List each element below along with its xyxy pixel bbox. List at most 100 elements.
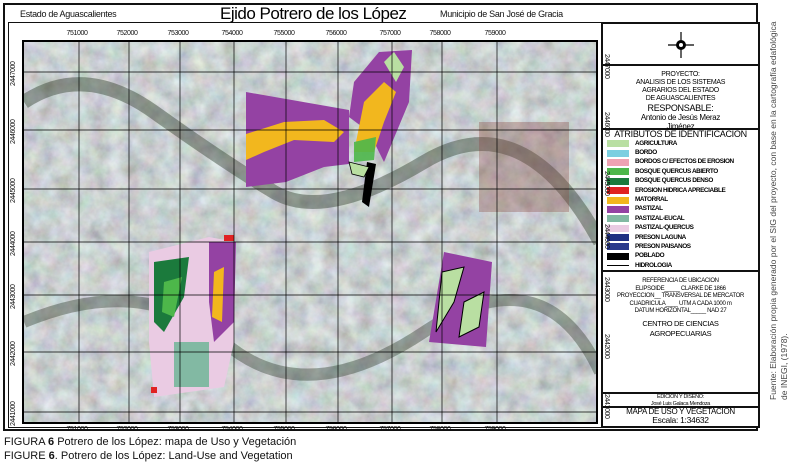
x-tick-label-top: 756000 xyxy=(325,30,347,37)
legend-item: BOSQUE QUERCUS ABIERTO xyxy=(603,167,758,176)
agricultural-field xyxy=(479,122,569,212)
x-tick-label-bottom: 755000 xyxy=(273,426,295,433)
legend-label: BOSQUE QUERCUS ABIERTO xyxy=(635,167,718,175)
project-line: AGRARIOS DEL ESTADO xyxy=(642,87,719,94)
y-tick-label-left: 2446000 xyxy=(10,119,17,144)
legend-label: AGRICULTURA xyxy=(635,139,677,147)
legend-swatch xyxy=(607,243,629,251)
legend-item: EROSION HIDRICA APRECIABLE xyxy=(603,186,758,195)
project-line: ANALISIS DE LOS SISTEMAS xyxy=(635,79,726,86)
map-title: Ejido Potrero de los López xyxy=(220,4,407,23)
source-line: Fuente: Elaboración propia generado por … xyxy=(768,21,778,401)
y-tick-label-left: 2444000 xyxy=(10,231,17,256)
zone-poblado xyxy=(362,162,376,207)
compass-section xyxy=(603,24,758,66)
legend-item: AGRICULTURA xyxy=(603,139,758,148)
y-tick-label-right: 2447000 xyxy=(603,54,610,79)
x-tick-label-bottom: 757000 xyxy=(379,426,401,433)
project-section: PROYECTO: ANALISIS DE LOS SISTEMAS AGRAR… xyxy=(603,66,758,131)
x-tick-label-bottom: 754000 xyxy=(221,426,243,433)
map-type-title: MAPA DE USO Y VEGETACION xyxy=(626,407,735,416)
responsible-label: RESPONSABLE: xyxy=(647,103,714,113)
y-tick-label-right: 2445000 xyxy=(603,171,610,196)
legend-swatch xyxy=(607,205,629,213)
legend-title: ATRIBUTOS DE IDENTIFICACION xyxy=(614,129,747,139)
x-tick-label-bottom: 753000 xyxy=(167,426,189,433)
zone-bosque-abierto xyxy=(162,277,182,317)
y-tick-label-right: 2441000 xyxy=(603,394,610,419)
legend-swatch xyxy=(607,234,629,242)
edition-label: EDICION Y DISEÑO: xyxy=(657,394,704,400)
caption-number: 6 xyxy=(48,436,55,448)
zone-agricultura xyxy=(384,52,404,82)
x-tick-label-bottom: 756000 xyxy=(325,426,347,433)
reference-section: REFERENCIA DE UBICACION ELIPSOIDE_____ C… xyxy=(603,272,758,394)
legend-label: BOSQUE QUERCUS DENSO xyxy=(635,177,713,185)
legend-item: BORDOS C/ EFECTOS DE EROSION xyxy=(603,158,758,167)
satellite-texture xyxy=(24,42,596,422)
edition-name: José Luis Galaca Mendoza xyxy=(650,400,711,407)
legend-item: BORDO xyxy=(603,148,758,157)
legend-label: BORDOS C/ EFECTOS DE EROSION xyxy=(635,158,734,166)
caption-prefix: FIGURE xyxy=(4,450,46,462)
legend-swatch xyxy=(607,224,629,232)
source-line: de INEGI, (1978). xyxy=(779,333,789,400)
zone-matorral xyxy=(354,82,396,152)
legend-item-hydrology: HIDROLOGIA xyxy=(603,261,758,270)
terrain-ridge xyxy=(24,77,596,246)
y-tick-label-left: 2445000 xyxy=(10,178,17,203)
zone-bosque-abierto xyxy=(354,137,376,162)
legend-item: POBLADO xyxy=(603,252,758,261)
caption-english: FIGURE 6. Potrero de los López: Land-Use… xyxy=(4,450,293,462)
map-svg xyxy=(24,42,596,422)
zone-erosion xyxy=(224,235,234,241)
state-label: Estado de Aguascalientes xyxy=(20,9,117,19)
caption-text: . Potrero de los López: Land-Use and Veg… xyxy=(54,450,293,462)
y-tick-label-right: 2446000 xyxy=(603,112,610,137)
reference-grid: CUADRICULA____ UTM A CADA 1000 m xyxy=(629,300,732,307)
compass-rose-icon xyxy=(667,32,694,58)
map-image[interactable] xyxy=(22,40,598,424)
y-tick-label-right: 2443000 xyxy=(603,277,610,302)
legend-label: PASTIZAL-EUCAL xyxy=(635,214,685,222)
legend-swatch xyxy=(607,140,629,148)
legend-label: PASTIZAL-QUERCUS xyxy=(635,224,694,232)
x-tick-label-bottom: 759000 xyxy=(484,426,506,433)
legend-label: BORDO xyxy=(635,149,657,157)
legend-swatch xyxy=(607,215,629,223)
zone-erosion xyxy=(151,387,157,393)
terrain-ridge xyxy=(24,294,596,381)
reference-title: REFERENCIA DE UBICACION xyxy=(642,278,719,284)
edition-section: EDICION Y DISEÑO: José Luis Galaca Mendo… xyxy=(603,394,758,408)
legend-label: PRESON LAGUNA xyxy=(635,233,686,241)
caption-spanish: FIGURA 6 Potrero de los López: mapa de U… xyxy=(4,436,296,448)
x-tick-label-top: 758000 xyxy=(429,30,451,37)
zone-pastizal-eucal xyxy=(174,342,209,387)
x-tick-label-bottom: 752000 xyxy=(116,426,138,433)
y-tick-label-left: 2443000 xyxy=(10,284,17,309)
hydrology-line-swatch xyxy=(607,265,629,267)
source-note: Fuente: Elaboración propia generado por … xyxy=(768,0,790,401)
legend-item: BOSQUE QUERCUS DENSO xyxy=(603,177,758,186)
legend-swatch xyxy=(607,149,629,157)
legend-item: PASTIZAL xyxy=(603,205,758,214)
caption-number: 6 xyxy=(48,450,55,462)
legend-label: HIDROLOGIA xyxy=(635,261,672,269)
x-tick-label-bottom: 751000 xyxy=(66,426,88,433)
y-tick-label-right: 2444000 xyxy=(603,224,610,249)
legend-list: AGRICULTURA BORDO BORDOS C/ EFECTOS DE ERO… xyxy=(603,139,758,261)
y-tick-label-left: 2447000 xyxy=(10,61,17,86)
center-name: CENTRO DE CIENCIAS xyxy=(642,318,719,328)
map-scale: Escala: 1:34632 xyxy=(652,415,709,425)
legend-item: PASTIZAL-QUERCUS xyxy=(603,224,758,233)
y-tick-label-left: 2441000 xyxy=(10,401,17,426)
center-name: AGROPECUARIAS xyxy=(649,328,712,338)
x-tick-label-bottom: 758000 xyxy=(429,426,451,433)
legend-swatch xyxy=(607,252,629,260)
legend-item: PRESON LAGUNA xyxy=(603,233,758,242)
x-tick-label-top: 755000 xyxy=(273,30,295,37)
x-tick-label-top: 751000 xyxy=(66,30,88,37)
legend-swatch xyxy=(607,158,629,166)
legend-item: PASTIZAL-EUCAL xyxy=(603,214,758,223)
utm-grid xyxy=(24,42,596,422)
